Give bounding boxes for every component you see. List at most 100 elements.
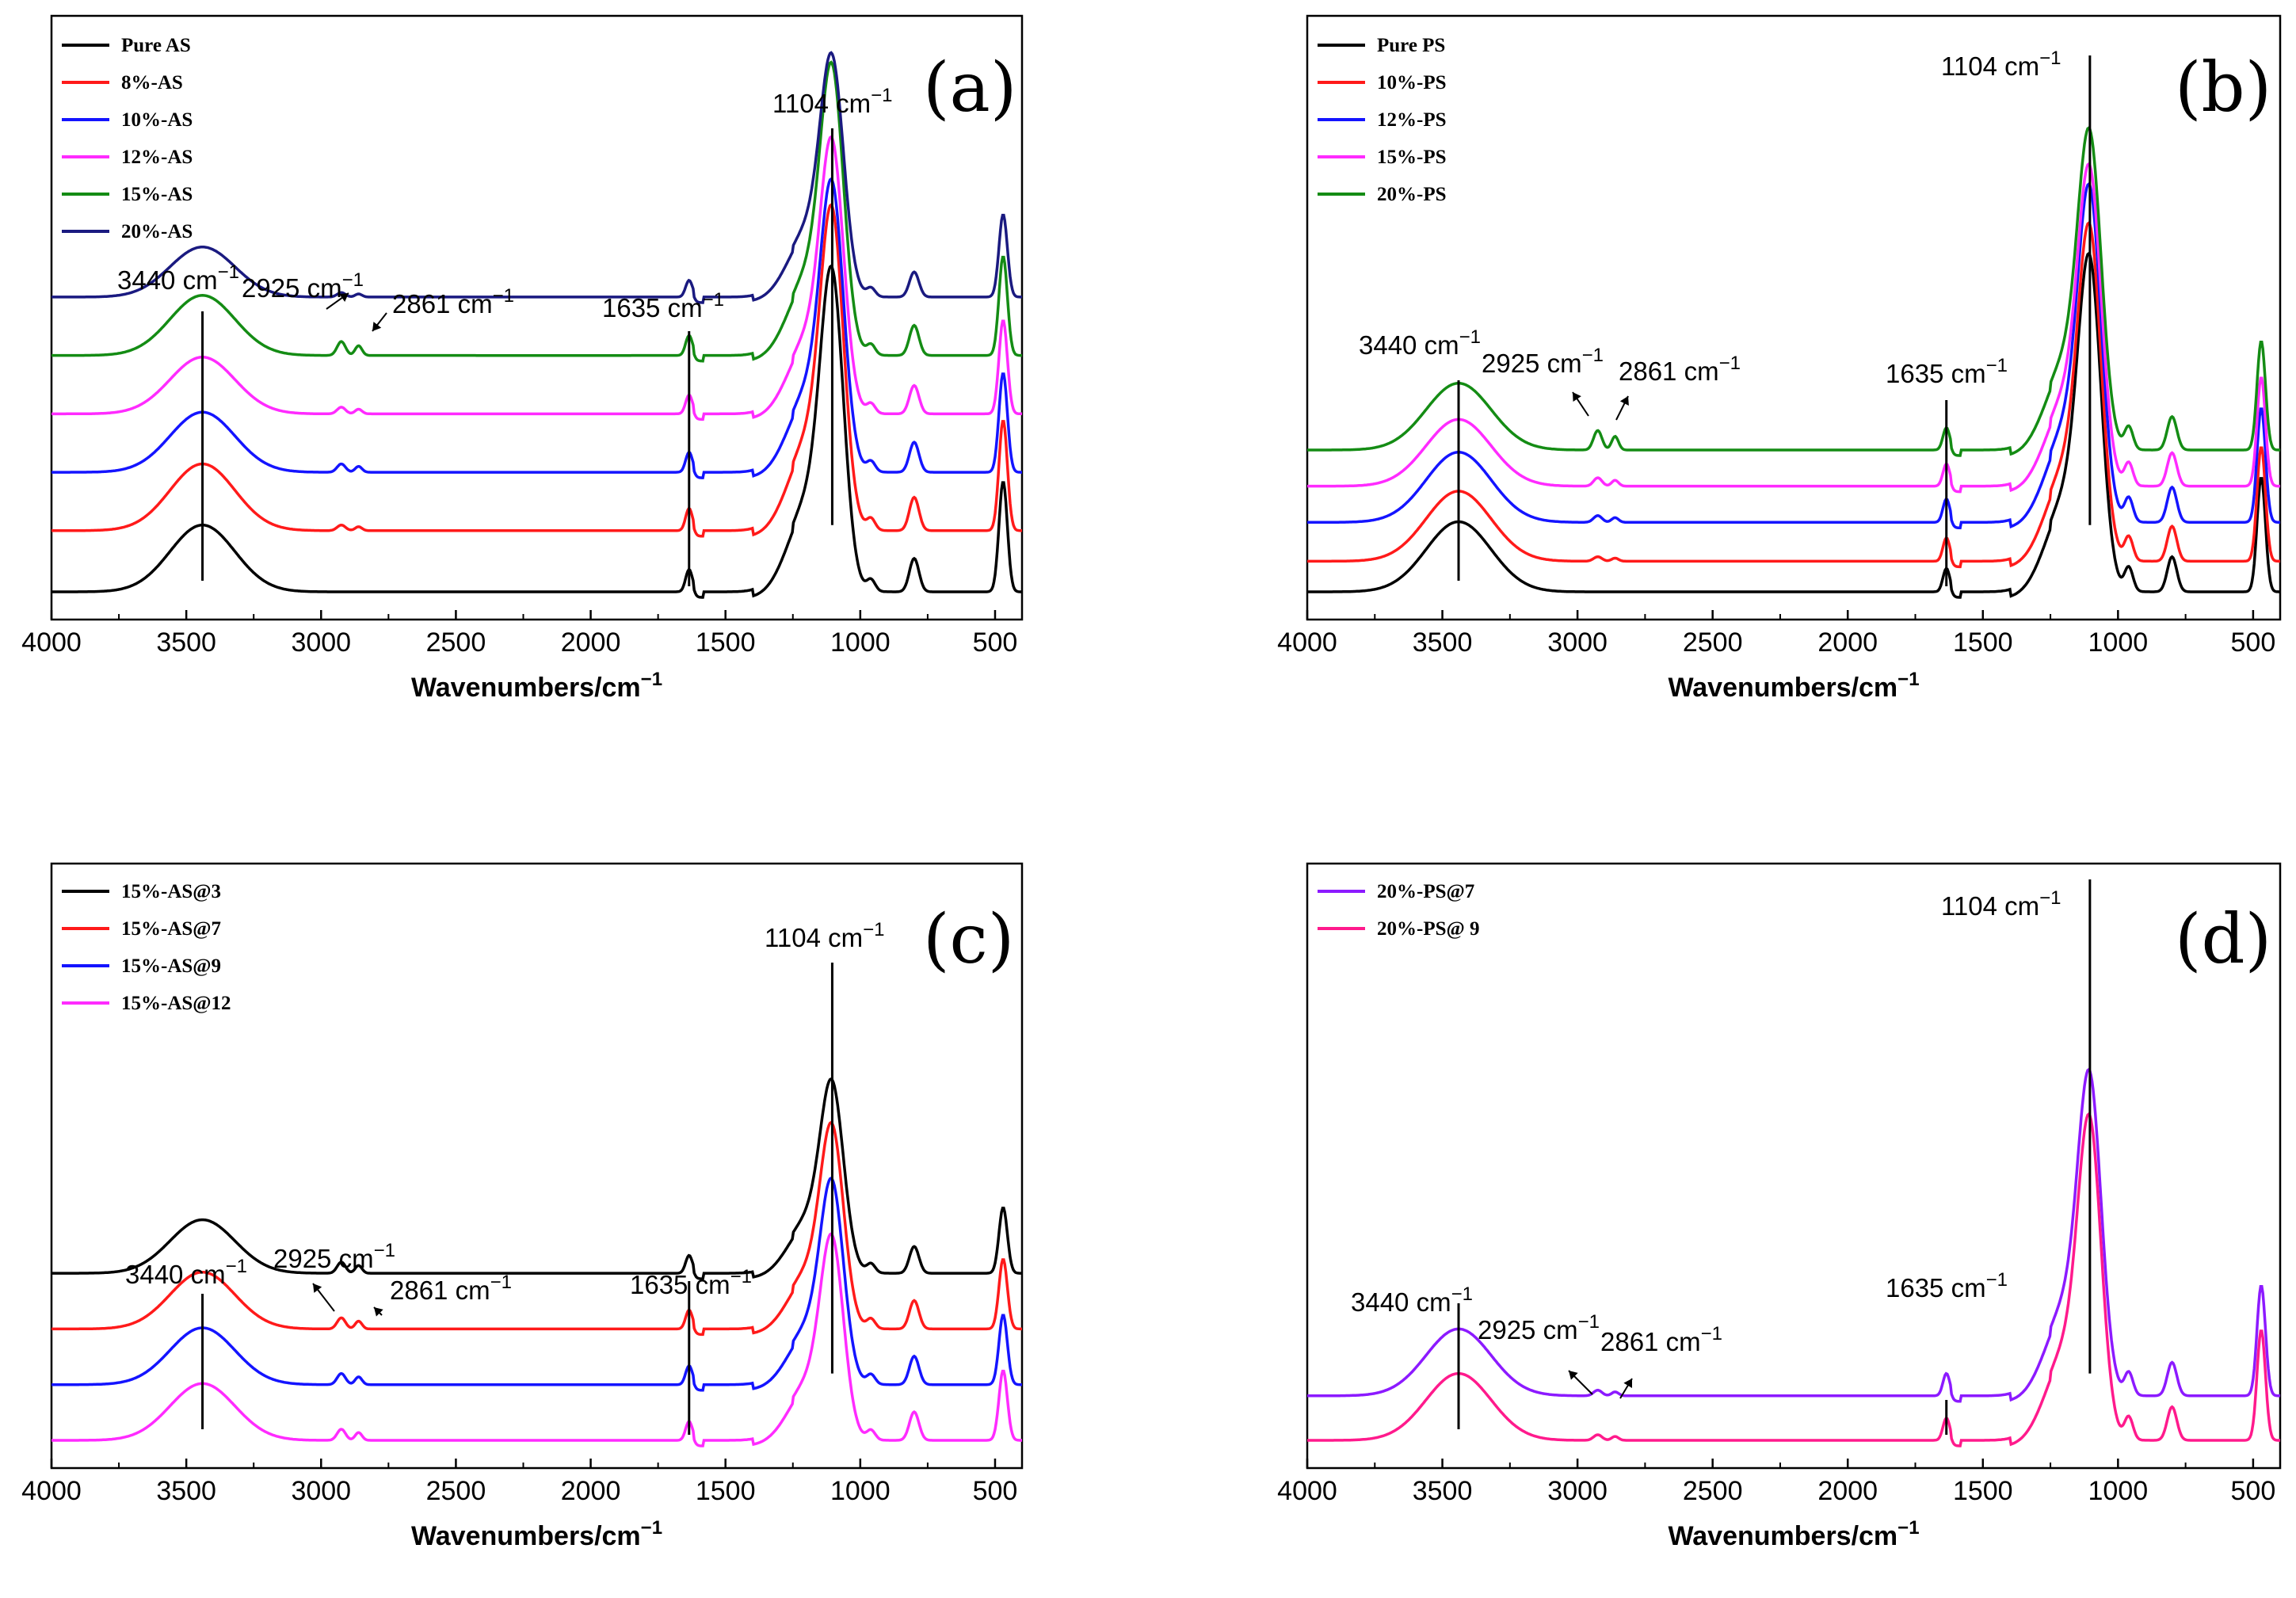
panel-label: (b) xyxy=(2175,48,2271,128)
label-3440: 3440 cm−1 xyxy=(125,1256,247,1289)
series-line-2 xyxy=(1307,181,2280,530)
x-tick-label: 500 xyxy=(973,627,1018,658)
label-3440-sup: −1 xyxy=(1459,326,1481,348)
x-tick-label: 4000 xyxy=(1277,627,1337,658)
series-line-1 xyxy=(1307,1112,2280,1447)
x-tick-label: 2500 xyxy=(1683,627,1743,658)
x-tick-label: 2500 xyxy=(426,627,486,658)
x-axis-label-sup: −1 xyxy=(641,669,662,690)
series-line-4 xyxy=(1307,125,2280,457)
x-tick-label: 2500 xyxy=(1683,1476,1743,1506)
x-tick-label: 2500 xyxy=(426,1476,486,1506)
x-tick-label: 1000 xyxy=(2088,627,2149,658)
label-2861-sup: −1 xyxy=(1701,1323,1722,1344)
label-1104-sup: −1 xyxy=(863,919,884,940)
label-2861-sup: −1 xyxy=(493,285,514,307)
x-tick-label: 3000 xyxy=(291,627,351,658)
series-line-3 xyxy=(51,135,1023,421)
series-line-3 xyxy=(1307,162,2280,494)
x-tick-label: 1500 xyxy=(696,627,756,658)
series-line-0 xyxy=(1307,251,2280,599)
series-line-5 xyxy=(51,51,1022,304)
x-tick-label: 2000 xyxy=(561,627,621,658)
x-tick-label: 1000 xyxy=(2088,1476,2149,1506)
x-tick-label: 2000 xyxy=(1817,1476,1878,1506)
label-1635-sup: −1 xyxy=(1986,355,2008,376)
x-tick-label: 3500 xyxy=(1413,627,1473,658)
chart-panel-d: 4000 3500 3000 2500 2000 1500 1000 500 Wavenumbe… xyxy=(1277,862,2282,1551)
arrow-2861-head xyxy=(1623,1379,1633,1388)
plot-frame xyxy=(50,862,1024,1470)
legend-label: 15%-AS@7 xyxy=(121,918,221,940)
x-axis-label: Wavenumbers/cm−1 xyxy=(1668,1517,1919,1551)
label-3440-sup: −1 xyxy=(218,261,239,283)
x-axis-label: Wavenumbers/cm−1 xyxy=(1668,669,1919,703)
series-line-2 xyxy=(51,1176,1022,1392)
label-2925-sup: −1 xyxy=(1578,1311,1600,1333)
label-1635: 1635 cm−1 xyxy=(602,289,724,322)
x-tick-label: 1500 xyxy=(1953,1476,2013,1506)
label-1104: 1104 cm−1 xyxy=(772,85,893,118)
panel-label: (c) xyxy=(923,900,1014,979)
legend-label: 20%-PS xyxy=(1377,184,1447,205)
x-tick-label: 3000 xyxy=(1547,627,1608,658)
label-1104-sup: −1 xyxy=(2039,887,2061,909)
label-1635-sup: −1 xyxy=(703,289,724,311)
label-1635-sup: −1 xyxy=(730,1266,752,1287)
label-1104-sup: −1 xyxy=(871,85,892,106)
series-line-1 xyxy=(51,203,1022,538)
label-2925: 2925 cm−1 xyxy=(1478,1311,1600,1344)
x-tick-label: 2000 xyxy=(561,1476,621,1506)
chart-panel-a: 4000 3500 3000 2500 2000 1500 1000 500 Wavenumbe… xyxy=(21,14,1024,703)
label-3440: 3440 cm−1 xyxy=(117,261,239,295)
legend-label: 15%-AS@3 xyxy=(121,881,221,902)
label-2925: 2925 cm−1 xyxy=(242,269,364,303)
x-axis-label-sup: −1 xyxy=(1897,1517,1919,1539)
series-line-0 xyxy=(1307,1067,2281,1403)
arrow-2925-head xyxy=(1569,1371,1578,1380)
plot-frame xyxy=(1306,862,2282,1470)
label-3440: 3440 cm−1 xyxy=(1359,326,1481,360)
legend-label: 20%-PS@7 xyxy=(1377,881,1474,902)
series-line-0 xyxy=(51,1077,1022,1280)
legend-label: 12%-AS xyxy=(121,147,193,168)
label-2861: 2861 cm−1 xyxy=(1619,353,1741,386)
x-tick-label: 3500 xyxy=(1413,1476,1473,1506)
legend-label: Pure PS xyxy=(1377,35,1445,56)
label-2861: 2861 cm−1 xyxy=(1600,1323,1722,1356)
label-2925: 2925 cm−1 xyxy=(1482,345,1604,378)
legend-label: 10%-PS xyxy=(1377,72,1447,93)
label-1104: 1104 cm−1 xyxy=(1941,887,2061,921)
legend-label: 15%-AS@12 xyxy=(121,993,231,1014)
arrow-2925-head xyxy=(313,1283,322,1293)
series-line-0 xyxy=(51,264,1022,599)
x-tick-label: 3000 xyxy=(1547,1476,1608,1506)
legend-label: 15%-AS@9 xyxy=(121,955,221,977)
x-tick-label: 1000 xyxy=(830,1476,891,1506)
label-1635: 1635 cm−1 xyxy=(630,1266,752,1299)
x-axis-label: Wavenumbers/cm−1 xyxy=(411,1517,662,1551)
label-1104: 1104 cm−1 xyxy=(765,919,885,952)
label-2861-sup: −1 xyxy=(1719,353,1741,374)
legend-label: 20%-AS xyxy=(121,221,193,242)
label-2925-sup: −1 xyxy=(374,1240,395,1261)
legend-label: Pure AS xyxy=(121,35,191,56)
label-3440: 3440 cm−1 xyxy=(1351,1283,1473,1317)
x-tick-label: 1500 xyxy=(1953,627,2013,658)
label-1635: 1635 cm−1 xyxy=(1886,1269,2008,1302)
chart-panel-b: 4000 3500 3000 2500 2000 1500 1000 500 Wavenumbe… xyxy=(1277,14,2282,703)
chart-panel-c: 4000 3500 3000 2500 2000 1500 1000 500 Wavenumbe… xyxy=(21,862,1024,1551)
x-tick-label: 4000 xyxy=(1277,1476,1337,1506)
label-2925-sup: −1 xyxy=(342,269,364,291)
x-tick-label: 500 xyxy=(2231,627,2276,658)
x-tick-label: 3500 xyxy=(156,1476,216,1506)
panel-label: (a) xyxy=(923,48,1016,128)
x-tick-label: 500 xyxy=(973,1476,1018,1506)
series-line-2 xyxy=(51,177,1022,479)
plot-frame xyxy=(1306,14,2282,621)
legend-label: 12%-PS xyxy=(1377,109,1447,131)
x-tick-label: 4000 xyxy=(21,627,82,658)
label-3440-sup: −1 xyxy=(1451,1283,1473,1305)
arrow-2925-head xyxy=(339,293,349,303)
